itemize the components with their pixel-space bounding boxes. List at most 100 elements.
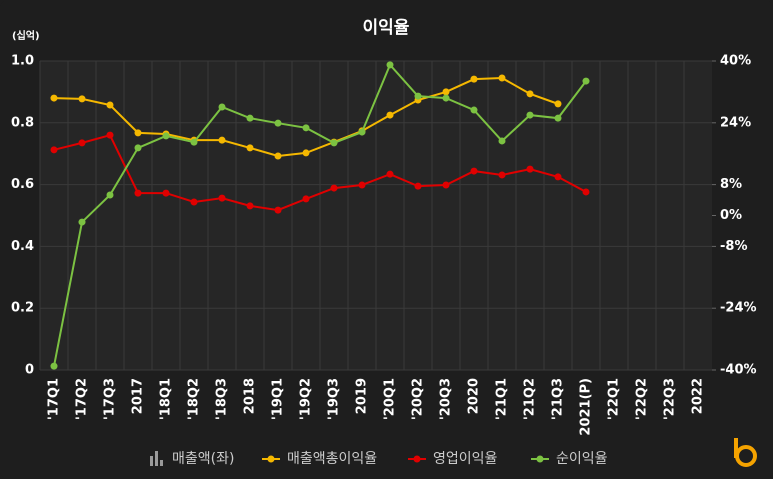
y-axis-unit: (십억): [12, 29, 40, 42]
x-tick-label: 2021(P): [579, 378, 594, 436]
y2-tick-label: 0%: [720, 208, 742, 223]
x-tick-label: '17Q3: [103, 378, 118, 420]
point: [106, 101, 114, 109]
x-tick-label: '18Q2: [187, 378, 202, 420]
point: [134, 129, 142, 137]
x-tick-label: 2019: [355, 378, 370, 414]
point: [498, 74, 506, 82]
point: [358, 128, 366, 136]
logo: [734, 438, 757, 467]
point: [50, 94, 58, 102]
x-tick-label: '22Q3: [663, 378, 678, 420]
point: [246, 114, 254, 122]
point: [330, 184, 338, 192]
point: [274, 119, 282, 127]
point: [218, 103, 226, 111]
point: [134, 144, 142, 152]
point: [106, 131, 114, 139]
y2-tick-label: -40%: [720, 363, 757, 378]
point: [78, 218, 86, 226]
point: [470, 167, 478, 175]
point: [190, 138, 198, 146]
x-tick-label: '21Q1: [495, 378, 510, 420]
y2-tick-label: 24%: [720, 115, 751, 130]
legend-swatch: [536, 455, 544, 463]
point: [162, 132, 170, 140]
y-tick-label: 0.6: [11, 177, 34, 192]
point: [218, 194, 226, 202]
legend-swatch: [413, 455, 421, 463]
point: [414, 92, 422, 100]
x-tick-label: '18Q3: [215, 378, 230, 420]
point: [302, 195, 310, 203]
x-tick-label: 2022: [691, 378, 706, 414]
legend-item: 매출액총이익율: [262, 451, 377, 467]
point: [162, 189, 170, 197]
point: [134, 189, 142, 197]
y-tick-label: 0.4: [11, 239, 34, 254]
legend-swatch: [150, 456, 153, 466]
x-tick-label: '19Q1: [271, 378, 286, 420]
point: [498, 137, 506, 145]
series-line: [53, 63, 587, 367]
point: [274, 206, 282, 214]
point: [218, 136, 226, 144]
x-tick-label: 2017: [131, 378, 146, 414]
point: [582, 188, 590, 196]
point: [526, 111, 534, 119]
x-tick-label: '22Q1: [607, 378, 622, 420]
point: [386, 111, 394, 119]
legend-swatch: [155, 451, 158, 466]
x-tick-label: '21Q3: [551, 378, 566, 420]
y-tick-label: 1.0: [11, 54, 34, 69]
legend-swatch: [160, 460, 163, 466]
x-tick-label: '18Q1: [159, 378, 174, 420]
point: [50, 146, 58, 154]
y-tick-label: 0.2: [11, 301, 34, 316]
point: [526, 90, 534, 98]
x-tick-label: '19Q3: [327, 378, 342, 420]
point: [78, 139, 86, 147]
point: [302, 124, 310, 132]
legend-item: 매출액(좌): [150, 451, 234, 467]
point: [414, 182, 422, 190]
point: [330, 139, 338, 147]
x-tick-label: '19Q2: [299, 378, 314, 420]
point: [386, 170, 394, 178]
x-tick-label: '20Q1: [383, 378, 398, 420]
point: [554, 114, 562, 122]
chart-title: 이익율: [363, 18, 410, 38]
y2-tick-label: -8%: [720, 239, 747, 254]
point: [442, 181, 450, 189]
point: [582, 77, 590, 85]
point: [498, 171, 506, 179]
point: [358, 181, 366, 189]
point: [554, 173, 562, 181]
y2-tick-label: 8%: [720, 177, 742, 192]
point: [470, 106, 478, 114]
point: [442, 94, 450, 102]
point: [470, 75, 478, 83]
x-tick-label: '17Q1: [47, 378, 62, 420]
x-tick-label: 2018: [243, 378, 258, 414]
point: [246, 144, 254, 152]
point: [246, 202, 254, 210]
x-tick-label: '17Q2: [75, 378, 90, 420]
legend-item: 순이익율: [531, 451, 608, 467]
x-tick-label: '20Q3: [439, 378, 454, 420]
point: [78, 95, 86, 103]
legend-item: 영업이익율: [408, 451, 498, 467]
point: [386, 61, 394, 69]
point: [274, 152, 282, 160]
point: [302, 149, 310, 157]
point: [50, 362, 58, 370]
y2-tick-label: 40%: [720, 54, 751, 69]
point: [554, 100, 562, 108]
x-tick-label: 2020: [467, 378, 482, 414]
y-tick-label: 0.8: [11, 115, 34, 130]
legend-label: 순이익율: [556, 451, 608, 467]
logo-stem: [734, 438, 738, 458]
legend-label: 영업이익율: [433, 451, 498, 467]
legend-label: 매출액(좌): [172, 451, 234, 467]
